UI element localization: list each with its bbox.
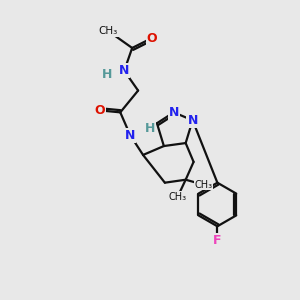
Text: O: O [147, 32, 157, 44]
Text: F: F [213, 234, 222, 247]
Text: H: H [102, 68, 112, 81]
Text: O: O [94, 104, 105, 117]
Text: CH₃: CH₃ [194, 180, 213, 190]
Text: H: H [145, 122, 155, 135]
Text: CH₃: CH₃ [169, 192, 187, 202]
Text: N: N [188, 114, 198, 127]
Text: N: N [125, 129, 135, 142]
Text: CH₃: CH₃ [99, 26, 118, 36]
Text: N: N [169, 106, 179, 119]
Text: N: N [119, 64, 129, 77]
